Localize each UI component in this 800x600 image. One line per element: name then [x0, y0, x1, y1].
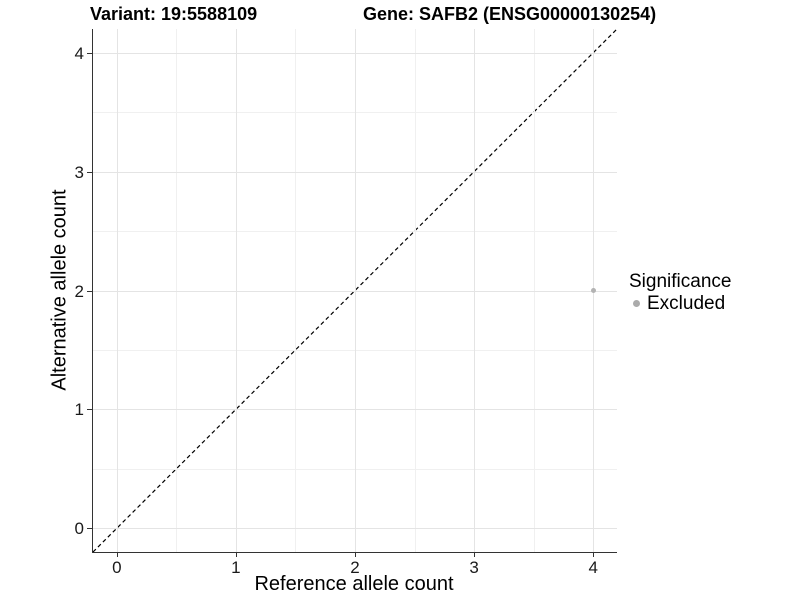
- x-tick-label: 2: [350, 558, 360, 577]
- plot-panel: 0 1 2 3 4 0 1 2 3 4: [75, 28, 618, 577]
- x-axis-tick: [355, 552, 356, 557]
- gridline-major-h: [93, 528, 617, 530]
- y-tick-label: 4: [74, 43, 84, 63]
- x-axis-tick: [116, 552, 118, 557]
- x-tick-label: 1: [231, 558, 241, 577]
- x-axis-tick: [593, 552, 595, 557]
- identity-line-layer: [92, 28, 618, 553]
- y-tick-label: 2: [74, 281, 84, 301]
- y-tick-label: 1: [74, 400, 84, 420]
- gridline-major-h: [93, 290, 617, 292]
- data-point: [590, 288, 596, 293]
- legend-entry-excluded: Excluded: [629, 293, 789, 314]
- legend-title: Significance: [629, 271, 732, 292]
- y-tick-label: 3: [74, 162, 84, 182]
- y-axis-title: Alternative allele count: [48, 189, 71, 391]
- y-axis-tick: [87, 52, 92, 54]
- plot-title-gene: Gene: SAFB2 (ENSG00000130254): [363, 4, 657, 24]
- y-axis-tick: [87, 528, 92, 530]
- x-tick-label: 0: [112, 558, 122, 577]
- y-tick-label: 0: [74, 519, 84, 539]
- legend-entry-label: Excluded: [647, 293, 726, 314]
- y-axis-tick: [87, 409, 92, 411]
- legend-point-icon: [633, 300, 640, 307]
- plot-title-variant: Variant: 19:5588109: [90, 4, 258, 24]
- legend: Significance Excluded: [629, 271, 789, 314]
- x-axis-tick: [235, 552, 237, 557]
- gridline-major-h: [93, 171, 617, 173]
- x-axis-tick: [474, 552, 476, 557]
- identity-dashed-line: [92, 28, 618, 553]
- y-axis-tick: [87, 171, 92, 173]
- x-axis-title: Reference allele count: [254, 573, 454, 595]
- x-tick-label: 3: [469, 558, 479, 577]
- y-axis-tick: [87, 290, 92, 292]
- gridline-major-h: [93, 52, 617, 54]
- gridline-major-h: [93, 409, 617, 411]
- x-tick-label: 4: [588, 558, 598, 577]
